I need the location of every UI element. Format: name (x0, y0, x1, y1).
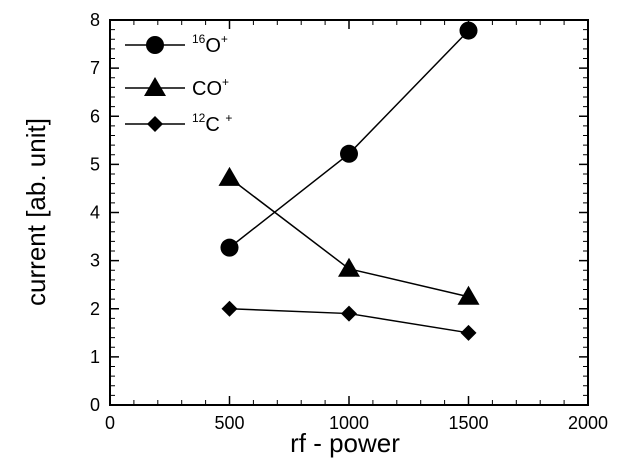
y-axis-title: current [ab. unit] (21, 118, 51, 306)
data-point-diamond (341, 305, 357, 322)
data-point-circle (340, 144, 358, 163)
x-tick-label: 0 (105, 413, 115, 433)
y-tick-label: 6 (90, 106, 100, 126)
x-tick-label: 1500 (448, 413, 488, 433)
legend-marker-diamond (147, 116, 163, 132)
data-point-triangle (218, 166, 241, 186)
legend-charge: + (221, 32, 228, 46)
legend-mass-number: 12 (192, 111, 206, 125)
series-line-triangle (229, 177, 469, 298)
legend-charge: + (222, 75, 229, 89)
plot-frame (109, 19, 589, 406)
legend: 16O+CO+12C + (125, 32, 232, 136)
y-tick-label: 5 (90, 154, 100, 174)
y-tick-label: 8 (90, 10, 100, 30)
legend-charge: + (225, 111, 232, 125)
legend-label-diamond: 12C + (192, 111, 232, 136)
y-tick-label: 0 (90, 395, 100, 415)
y-tick-label: 1 (90, 347, 100, 367)
minor-ticks (110, 20, 588, 405)
legend-ion-name: C (205, 114, 225, 136)
legend-marker-triangle (144, 77, 166, 96)
data-point-circle (220, 238, 239, 257)
data-point-triangle (338, 257, 360, 277)
y-tick-label: 7 (90, 58, 100, 78)
y-tick-label: 4 (90, 203, 100, 223)
series-layer (218, 21, 480, 341)
x-tick-label: 2000 (568, 413, 608, 433)
series-line-circle (229, 30, 470, 249)
major-ticks (109, 19, 589, 406)
legend-ion-name: O (205, 35, 221, 57)
x-tick-label: 500 (214, 413, 244, 433)
y-tick-label: 2 (90, 299, 100, 319)
x-axis-title: rf - power (290, 428, 400, 458)
data-point-triangle (457, 285, 480, 305)
legend-ion-name: CO (192, 78, 222, 100)
x-tick-label: 1000 (329, 413, 369, 433)
legend-mass-number: 16 (192, 32, 206, 46)
y-tick-label: 3 (90, 251, 100, 271)
legend-label-triangle: CO+ (192, 75, 229, 100)
data-point-circle (459, 21, 478, 40)
legend-marker-circle (146, 36, 164, 54)
data-point-diamond (460, 324, 477, 341)
legend-label-circle: 16O+ (192, 32, 228, 57)
data-point-diamond (221, 300, 238, 317)
